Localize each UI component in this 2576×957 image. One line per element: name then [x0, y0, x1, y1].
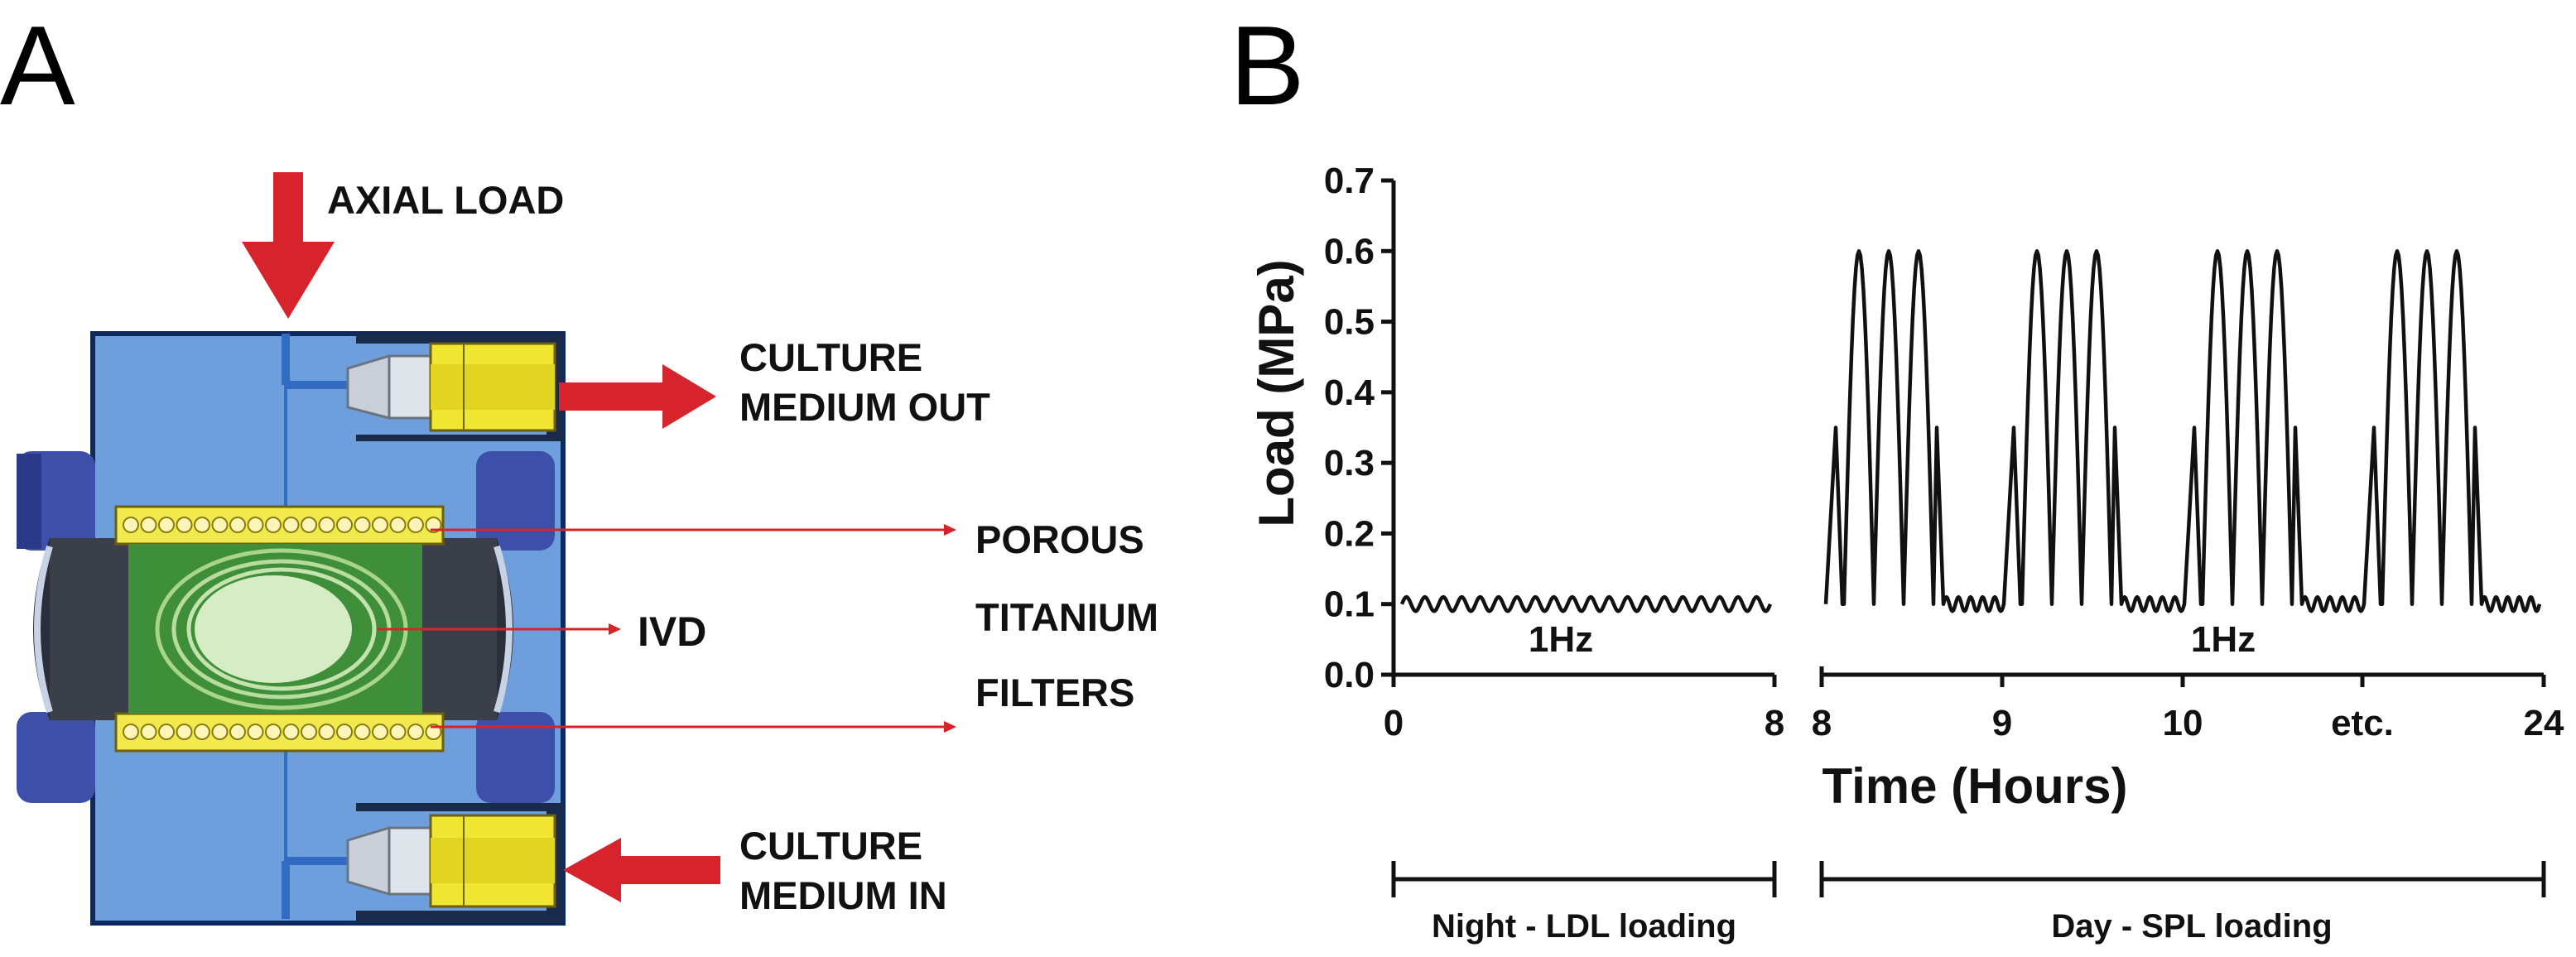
filter-bead [301, 517, 317, 533]
filter-bead [194, 724, 210, 740]
porous-label: POROUS [975, 517, 1144, 561]
day-frequency-label: 1Hz [2191, 619, 2256, 660]
night-frequency-label: 1Hz [1529, 619, 1593, 660]
filter-pointer-lines [431, 524, 956, 733]
y-tick-label: 0.0 [1324, 655, 1375, 695]
filter-bead [336, 724, 353, 740]
day-phase-label: Day - SPL loading [2051, 908, 2332, 945]
filter-bead [282, 724, 300, 740]
medium-in-arrow [563, 838, 720, 902]
inlet-fitting [346, 814, 556, 908]
filter-bead [318, 724, 335, 740]
ivd-pointer-line [377, 623, 621, 635]
y-tick-label: 0.5 [1324, 302, 1375, 343]
filter-beads [123, 517, 442, 740]
bioreactor-diagram: AXIAL LOAD [17, 172, 1158, 926]
axial-load-arrow [242, 172, 335, 319]
filter-bead [176, 517, 193, 533]
left-clamps [17, 451, 95, 803]
day-load-line [1823, 249, 2542, 613]
filter-bead [211, 517, 229, 533]
filter-bead [140, 724, 157, 740]
y-tick-label: 0.1 [1324, 584, 1375, 625]
y-tick-label: 0.7 [1324, 161, 1375, 201]
y-tick-label: 0.6 [1324, 231, 1375, 272]
culture-out-label-2: MEDIUM OUT [739, 385, 990, 429]
x-tick-label: 8 [1812, 703, 1832, 743]
filter-bead [389, 517, 407, 533]
filter-bead [176, 724, 193, 740]
filter-bead [123, 517, 139, 533]
y-axis: 0.0 0.1 0.2 0.3 0.4 0.5 0.6 0.7 [1324, 161, 1396, 695]
filter-bead [229, 724, 246, 740]
y-tick-label: 0.3 [1324, 443, 1375, 483]
x-tick-label: 24 [2524, 703, 2564, 743]
filters-label: FILTERS [975, 671, 1134, 714]
panel-b-letter: B [1230, 2, 1305, 128]
panel-a-letter: A [0, 2, 75, 128]
filter-bead [140, 517, 157, 533]
y-tick-label: 0.2 [1324, 513, 1375, 554]
filter-bead [158, 517, 175, 533]
filter-bead [282, 517, 300, 533]
x-axis-day: 8 9 10 etc. 24 [1812, 666, 2564, 743]
culture-in-label-1: CULTURE [739, 824, 922, 868]
filter-bead [407, 724, 424, 740]
filter-bead [158, 724, 175, 740]
filter-bead [318, 517, 335, 533]
medium-out-arrow [559, 364, 716, 429]
filter-bead [389, 724, 407, 740]
x-tick-label: 10 [2163, 703, 2203, 743]
filter-bead [265, 517, 282, 533]
night-phase-label: Night - LDL loading [1432, 908, 1736, 945]
filter-bead [247, 724, 264, 740]
filter-bead [372, 724, 388, 740]
load-series [1399, 249, 2542, 613]
filter-bead [372, 517, 388, 533]
filter-bead [265, 724, 282, 740]
y-axis-title: Load (MPa) [1249, 259, 1304, 527]
filter-bead [247, 517, 264, 533]
outlet-fitting [346, 342, 556, 432]
filter-bead [194, 517, 210, 533]
x-tick-label: 0 [1384, 703, 1404, 743]
culture-out-label-1: CULTURE [739, 335, 922, 379]
ivd-label: IVD [638, 608, 706, 655]
filter-bead [354, 517, 371, 533]
x-tick-label: 9 [1992, 703, 2012, 743]
x-tick-label: 8 [1765, 703, 1784, 743]
filter-bead [123, 724, 139, 740]
filter-bead [301, 724, 317, 740]
axial-load-label: AXIAL LOAD [327, 178, 564, 222]
right-clamps [476, 451, 555, 803]
x-tick-label: etc. [2331, 703, 2394, 743]
night-load-line [1399, 594, 1773, 613]
y-tick-label: 0.4 [1324, 373, 1375, 413]
filter-bead [407, 517, 424, 533]
filter-bead [229, 517, 246, 533]
filter-bead [211, 724, 229, 740]
titanium-label: TITANIUM [975, 595, 1158, 639]
filter-bead [336, 517, 353, 533]
culture-in-label-2: MEDIUM IN [739, 873, 947, 917]
filter-bead [354, 724, 371, 740]
day-phase-bracket [1819, 861, 2546, 897]
night-phase-bracket [1391, 861, 1777, 897]
x-axis-title: Time (Hours) [1822, 758, 2128, 814]
ivd-disc [128, 544, 422, 714]
